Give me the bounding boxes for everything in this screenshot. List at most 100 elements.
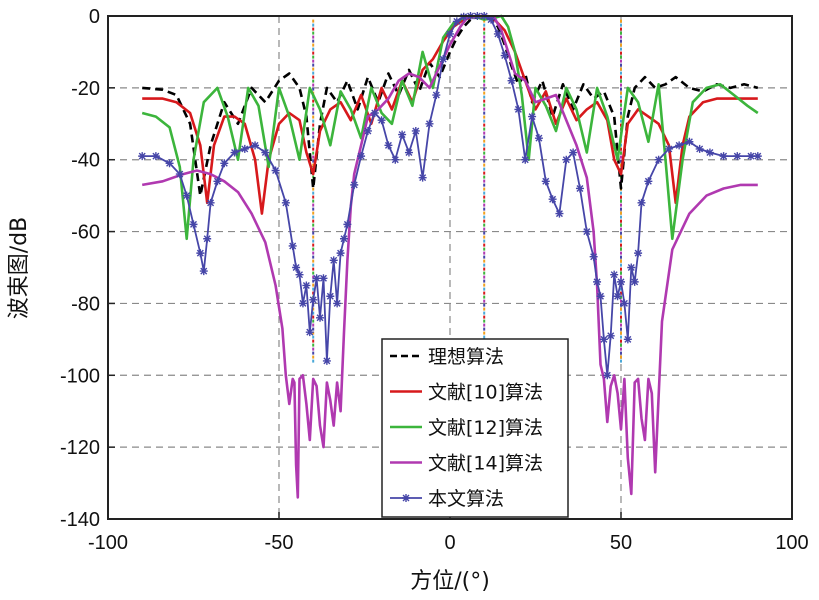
series-line bbox=[142, 14, 759, 197]
data-point bbox=[377, 116, 386, 125]
x-tick-label: 50 bbox=[610, 532, 632, 554]
data-point bbox=[630, 277, 639, 286]
data-point bbox=[292, 263, 301, 272]
data-point bbox=[664, 144, 673, 153]
data-point bbox=[213, 177, 222, 186]
data-point bbox=[719, 152, 728, 161]
data-point bbox=[562, 155, 571, 164]
data-point bbox=[298, 299, 307, 308]
data-point bbox=[138, 152, 147, 161]
y-tick-label: -20 bbox=[71, 78, 100, 100]
data-point bbox=[493, 29, 502, 38]
data-point bbox=[326, 292, 335, 301]
legend-star-marker bbox=[402, 494, 410, 502]
data-point bbox=[165, 159, 174, 168]
x-tick-label: 0 bbox=[444, 532, 455, 554]
data-point bbox=[654, 155, 663, 164]
data-point bbox=[596, 292, 605, 301]
data-point bbox=[606, 331, 615, 340]
data-point bbox=[418, 173, 427, 182]
data-point bbox=[541, 177, 550, 186]
axis-ticks: -100 -50 0 50 100 0 -20 -40 -60 -80 -100 -120 -140 bbox=[60, 6, 809, 554]
data-point bbox=[305, 328, 314, 337]
data-point bbox=[575, 184, 584, 193]
data-point bbox=[404, 148, 413, 157]
interference-direction-markers bbox=[312, 19, 622, 363]
data-point bbox=[329, 256, 338, 265]
y-tick-label: -100 bbox=[60, 365, 100, 387]
x-tick-label: 100 bbox=[775, 532, 808, 554]
data-point bbox=[251, 141, 260, 150]
data-point bbox=[281, 198, 290, 207]
series-3 bbox=[141, 14, 758, 499]
data-point bbox=[230, 148, 239, 157]
data-point bbox=[589, 252, 598, 261]
data-point bbox=[411, 126, 420, 135]
legend-label: 文献[10]算法 bbox=[428, 382, 543, 404]
y-axis-title: 波束图/dB bbox=[7, 217, 32, 319]
data-point bbox=[623, 335, 632, 344]
series-4 bbox=[138, 12, 762, 380]
data-point bbox=[391, 155, 400, 164]
series-0 bbox=[142, 14, 759, 197]
legend-label: 理想算法 bbox=[428, 346, 504, 368]
data-point bbox=[634, 249, 643, 258]
data-point bbox=[446, 29, 454, 38]
y-tick-label: -140 bbox=[60, 509, 100, 531]
data-point bbox=[196, 249, 205, 258]
data-point bbox=[569, 148, 578, 157]
data-point bbox=[271, 166, 280, 175]
data-point bbox=[339, 234, 348, 243]
data-point bbox=[203, 234, 212, 243]
data-point bbox=[312, 274, 321, 283]
data-point bbox=[432, 91, 441, 100]
data-point bbox=[182, 191, 191, 200]
data-point bbox=[261, 148, 270, 157]
data-point bbox=[746, 152, 755, 161]
data-point bbox=[295, 270, 304, 279]
data-point bbox=[370, 109, 379, 118]
data-point bbox=[620, 299, 629, 308]
data-point bbox=[599, 335, 608, 344]
data-point bbox=[514, 105, 523, 114]
data-point bbox=[521, 155, 530, 164]
data-series-group bbox=[138, 12, 762, 499]
y-tick-label: -60 bbox=[71, 222, 100, 244]
y-tick-label: -120 bbox=[60, 437, 100, 459]
x-tick-label: -100 bbox=[88, 532, 128, 554]
data-point bbox=[336, 249, 345, 258]
data-point bbox=[555, 209, 564, 218]
data-point bbox=[613, 292, 622, 301]
y-tick-label: 0 bbox=[89, 6, 100, 28]
data-point bbox=[309, 295, 318, 304]
series-line bbox=[142, 15, 758, 377]
data-point bbox=[675, 141, 684, 150]
data-point bbox=[500, 51, 509, 60]
data-point bbox=[288, 241, 297, 250]
legend-label: 文献[14]算法 bbox=[428, 453, 543, 475]
data-point bbox=[220, 159, 229, 168]
data-point bbox=[733, 152, 742, 161]
data-point bbox=[189, 220, 198, 229]
data-point bbox=[343, 220, 352, 229]
y-tick-label: -80 bbox=[71, 293, 100, 315]
data-point bbox=[425, 119, 434, 128]
data-point bbox=[240, 144, 249, 153]
data-point bbox=[452, 17, 461, 26]
data-point bbox=[384, 141, 393, 150]
data-point bbox=[534, 134, 543, 143]
data-point bbox=[487, 15, 496, 24]
data-point bbox=[582, 227, 591, 236]
data-point bbox=[398, 130, 407, 139]
data-point bbox=[333, 299, 342, 308]
data-point bbox=[705, 148, 714, 157]
data-point bbox=[644, 177, 653, 186]
data-point bbox=[302, 281, 311, 290]
data-point bbox=[593, 277, 602, 286]
y-tick-label: -40 bbox=[71, 150, 100, 172]
data-point bbox=[316, 313, 325, 322]
data-point bbox=[617, 277, 625, 286]
data-point bbox=[603, 371, 612, 380]
data-point bbox=[357, 152, 366, 161]
